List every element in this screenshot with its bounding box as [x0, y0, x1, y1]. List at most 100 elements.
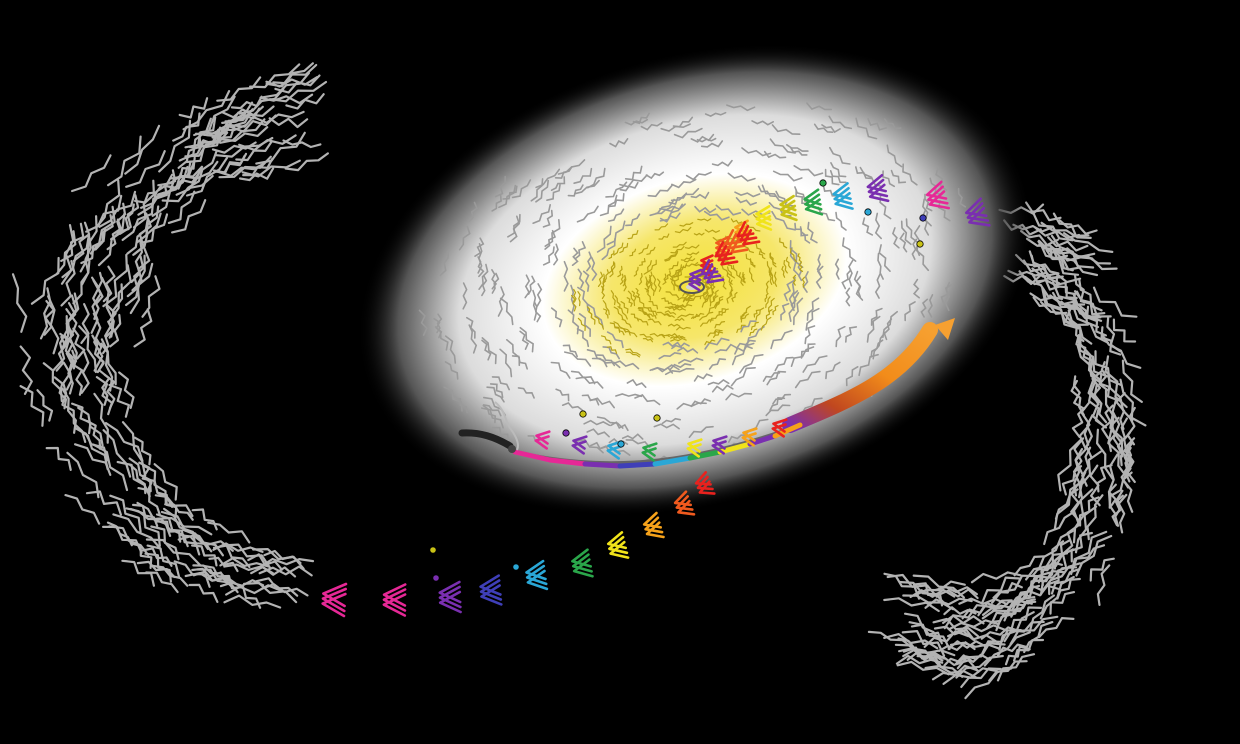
disk-strand — [546, 184, 561, 201]
stream-strand — [1106, 316, 1121, 353]
disk-strand — [619, 181, 639, 192]
disk-strand — [690, 133, 715, 143]
stream-strand — [230, 585, 262, 609]
disk-strand — [855, 117, 878, 140]
core-strand — [621, 318, 632, 328]
stream-strand — [1072, 375, 1086, 410]
lower-chevron — [382, 583, 407, 607]
stream-strand — [61, 403, 87, 443]
stream-strand — [80, 303, 90, 344]
stream-strand — [1052, 212, 1090, 237]
core-strand — [620, 301, 629, 314]
disk-strand — [672, 116, 694, 128]
stream-strand — [30, 256, 60, 305]
stream-strand — [1114, 489, 1124, 527]
disk-strand — [703, 210, 730, 221]
lower-chevron — [438, 580, 462, 604]
core-strand — [648, 259, 657, 272]
disk-strand — [751, 120, 774, 126]
stream-strand — [92, 312, 104, 372]
core-strand — [674, 303, 686, 308]
core-strand — [617, 306, 628, 320]
stream-strand — [65, 349, 78, 391]
stream-strand — [1037, 239, 1082, 262]
disk-strand — [649, 198, 675, 217]
stream-strand — [886, 573, 938, 598]
stream-strand — [128, 457, 152, 493]
disk-strand — [606, 331, 624, 349]
disk-strand — [536, 283, 543, 307]
core-strand — [587, 311, 596, 325]
stream-strand — [125, 150, 166, 188]
lower-chevron — [321, 592, 347, 618]
stream-strand — [1119, 378, 1147, 427]
disk-strand — [690, 191, 710, 200]
core-strand — [707, 329, 721, 337]
lower-rainbow-chevron-trail — [321, 471, 716, 618]
stream-strand — [167, 190, 196, 224]
core-strand — [758, 250, 766, 260]
disk-strand — [468, 201, 478, 223]
stream-strand — [95, 376, 113, 416]
disk-strand — [574, 241, 587, 260]
stream-strand — [173, 560, 211, 588]
core-strand — [625, 351, 640, 358]
core-strand — [629, 248, 637, 257]
lower-chevron — [675, 495, 694, 511]
stream-strand — [171, 199, 207, 234]
stream-strand — [252, 110, 305, 124]
stream-strand — [1064, 282, 1086, 306]
disk-strand — [841, 237, 857, 262]
disk-strand — [499, 297, 514, 326]
stream-strand — [268, 117, 309, 129]
stream-strand — [39, 287, 52, 340]
stream-strand — [997, 643, 1027, 657]
disk-strand — [714, 343, 738, 354]
lower-chevron — [479, 574, 502, 596]
upper-chevron — [968, 206, 991, 227]
disk-strand — [561, 402, 583, 411]
core-strand — [647, 318, 662, 326]
stream-strand — [1023, 621, 1054, 654]
upper-chevron — [779, 199, 798, 217]
stream-strand — [1049, 245, 1099, 277]
stream-strand — [153, 463, 178, 501]
core-strand — [608, 250, 615, 259]
stream-strand — [1072, 471, 1087, 526]
core-strand — [639, 333, 654, 340]
disk-strand — [770, 329, 793, 350]
disk-strand — [609, 138, 629, 148]
disk-strand — [795, 189, 809, 205]
stream-strand — [961, 602, 999, 620]
disk-strand — [578, 313, 592, 337]
disk-strand — [590, 256, 598, 281]
star-marker — [432, 574, 440, 582]
star-marker — [429, 546, 437, 554]
stream-strand — [161, 175, 214, 203]
upper-chevron — [688, 278, 702, 292]
disk-strand — [517, 387, 535, 399]
stream-strand — [258, 565, 313, 577]
core-strand — [597, 271, 604, 287]
stream-strand — [235, 140, 273, 162]
star-marker — [864, 208, 872, 216]
core-strand — [665, 333, 678, 337]
core-strand — [716, 254, 729, 263]
upper-rainbow-chevron-trail — [688, 173, 991, 292]
core-strand — [658, 233, 670, 240]
disk-strand — [788, 292, 800, 322]
stream-strand — [1039, 553, 1065, 596]
disk-strand — [677, 346, 699, 354]
disk-strand — [861, 217, 874, 236]
core-strand — [635, 288, 640, 298]
stream-strand — [1029, 594, 1055, 630]
disk-strand — [662, 341, 683, 349]
stream-strand — [284, 152, 329, 172]
disk-strand — [581, 394, 600, 406]
core-strand — [606, 346, 618, 354]
disk-strand — [511, 179, 532, 199]
disk-strand — [874, 273, 881, 299]
stream-strand — [1108, 471, 1133, 509]
stream-strand — [42, 362, 63, 403]
core-strand — [638, 244, 649, 255]
